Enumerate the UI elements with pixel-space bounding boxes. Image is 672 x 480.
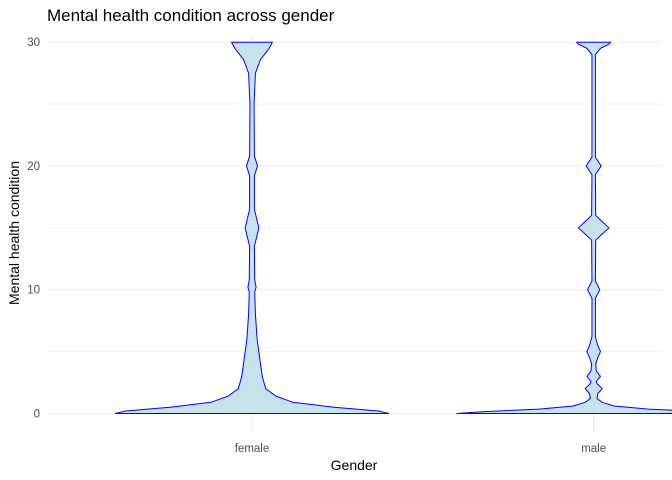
y-tick-label: 20 <box>27 161 40 173</box>
violin-male <box>456 41 672 414</box>
tick-layer: 0 10 20 30 female male <box>27 37 606 455</box>
x-tick-label: male <box>581 443 606 455</box>
grid-layer <box>47 36 662 432</box>
y-axis-title: Mental health condition <box>6 161 22 305</box>
y-tick-label: 0 <box>34 408 40 420</box>
x-tick-label: female <box>235 443 270 455</box>
violin-female <box>114 41 390 414</box>
x-axis-title: Gender <box>331 457 378 473</box>
y-tick-label: 30 <box>27 37 40 49</box>
y-tick-label: 10 <box>27 285 40 297</box>
chart-title: Mental health condition across gender <box>47 6 335 25</box>
violin-layer <box>114 41 672 414</box>
